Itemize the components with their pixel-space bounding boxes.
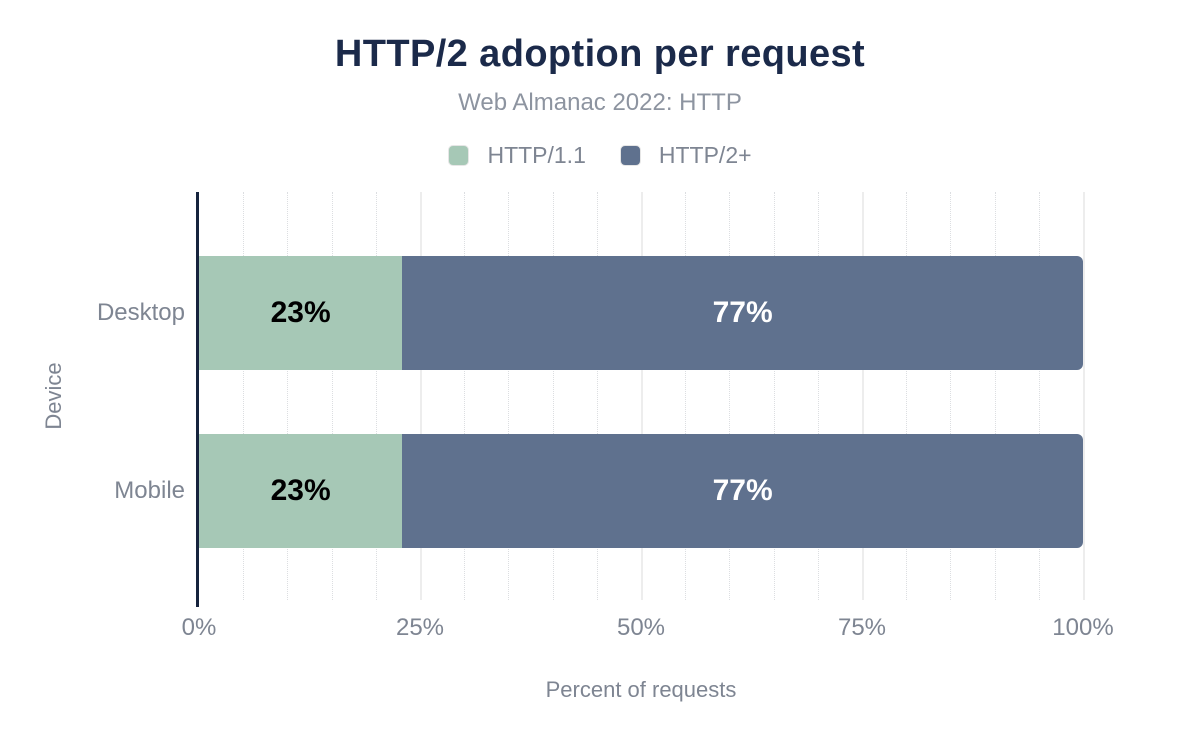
- x-tick-75: 75%: [837, 614, 887, 641]
- minor-gridline: [685, 192, 687, 600]
- minor-gridline: [1038, 192, 1040, 600]
- legend-swatch-icon: [619, 145, 641, 166]
- minor-gridline: [596, 192, 598, 600]
- bar-segment-mobile-http-2[interactable]: 77%: [402, 434, 1083, 548]
- legend-label: HTTP/2+: [658, 142, 752, 168]
- minor-gridline: [817, 192, 819, 600]
- x-tick-100: 100%: [1052, 614, 1114, 641]
- bar-row-mobile: 23% 77%: [199, 434, 1083, 548]
- bar-segment-mobile-http-1-1[interactable]: 23%: [199, 434, 403, 548]
- major-gridline: [641, 192, 643, 600]
- legend-label: HTTP/1.1: [487, 142, 586, 168]
- minor-gridline: [906, 192, 908, 600]
- minor-gridline: [950, 192, 952, 600]
- x-tick-0: 0%: [181, 614, 217, 641]
- chart-title: HTTP/2 adoption per request: [334, 33, 866, 75]
- plot-area: 23% 77% 23% 77%: [199, 192, 1085, 600]
- legend-item-http-1-1[interactable]: HTTP/1.1: [448, 142, 586, 169]
- bar-value-label: 23%: [270, 474, 331, 507]
- bar-value-label: 77%: [712, 296, 773, 329]
- bar-value-label: 23%: [270, 296, 331, 329]
- minor-gridline: [375, 192, 377, 600]
- bar-segment-desktop-http-2[interactable]: 77%: [402, 256, 1083, 370]
- major-gridline: [1083, 192, 1085, 600]
- gridlines: [199, 192, 1085, 600]
- minor-gridline: [464, 192, 466, 600]
- minor-gridline: [552, 192, 554, 600]
- minor-gridline: [287, 192, 289, 600]
- category-label-mobile: Mobile: [114, 477, 185, 504]
- minor-gridline: [729, 192, 731, 600]
- bar-row-desktop: 23% 77%: [199, 256, 1083, 370]
- chart-subtitle: Web Almanac 2022: HTTP: [458, 89, 742, 116]
- legend-swatch-icon: [448, 145, 470, 166]
- x-tick-labels: 0% 25% 50% 75% 100%: [182, 614, 1114, 644]
- bar-value-label: 77%: [712, 474, 773, 507]
- minor-gridline: [331, 192, 333, 600]
- bar-segment-desktop-http-1-1[interactable]: 23%: [199, 256, 403, 370]
- minor-gridline: [508, 192, 510, 600]
- minor-gridline: [243, 192, 245, 600]
- major-gridline: [420, 192, 422, 600]
- major-gridline: [862, 192, 864, 600]
- y-axis-line: [196, 192, 199, 607]
- x-axis-title: Percent of requests: [545, 677, 737, 702]
- legend: HTTP/1.1 HTTP/2+: [0, 142, 1200, 169]
- bars-container: 23% 77% 23% 77%: [199, 192, 1083, 600]
- x-tick-50: 50%: [616, 614, 666, 641]
- x-tick-25: 25%: [395, 614, 445, 641]
- category-label-desktop: Desktop: [96, 299, 185, 326]
- minor-gridline: [994, 192, 996, 600]
- minor-gridline: [773, 192, 775, 600]
- legend-item-http-2[interactable]: HTTP/2+: [619, 142, 752, 169]
- y-axis-title: Device: [41, 362, 66, 430]
